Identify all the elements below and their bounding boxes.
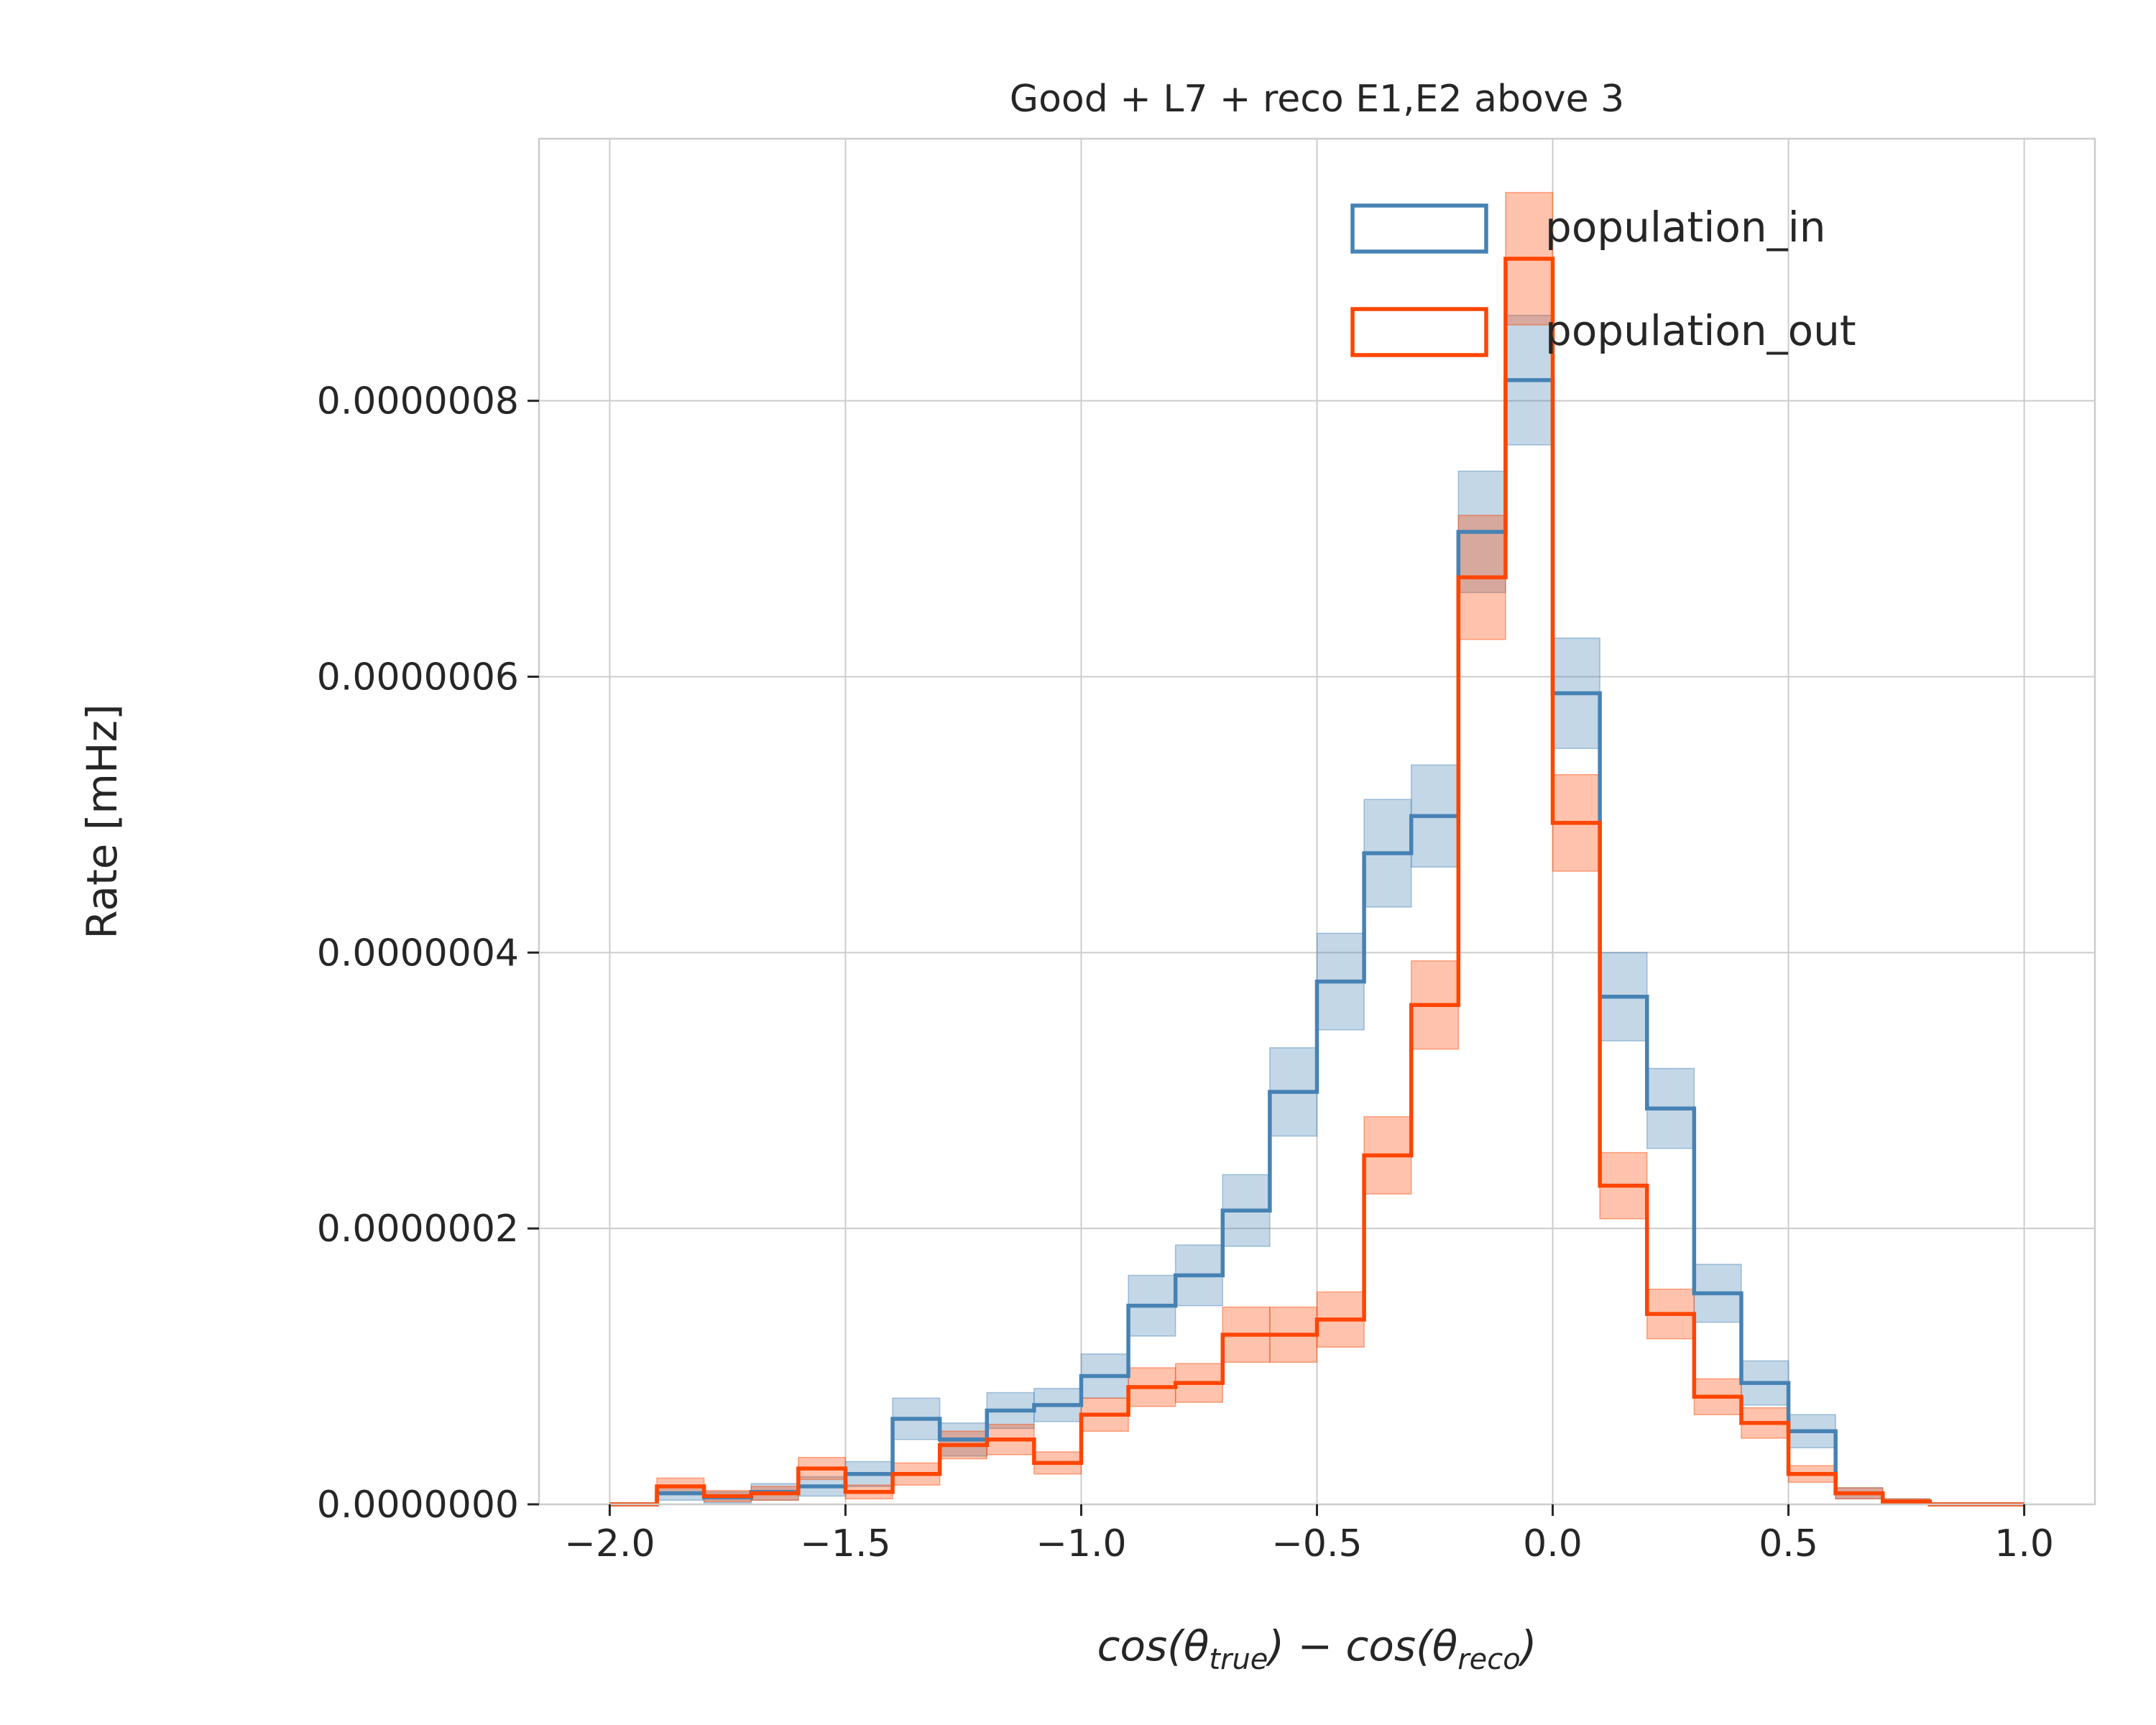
step-line-population_out bbox=[609, 257, 2024, 1506]
y-tick-label: 0.0000006 bbox=[317, 656, 519, 699]
x-tick-label: 0.0 bbox=[1523, 1522, 1583, 1565]
legend-label-population_out: population_out bbox=[1545, 306, 1856, 355]
legend-swatch-population_out bbox=[1350, 307, 1488, 357]
legend-swatch-population_in bbox=[1350, 203, 1488, 254]
x-tick-label: 1.0 bbox=[1994, 1522, 2054, 1565]
y-axis-label: Rate [mHz] bbox=[78, 704, 126, 939]
x-axis-label: cos(θtrue) − cos(θreco) bbox=[1097, 1622, 1537, 1676]
y-tick-label: 0.0000002 bbox=[317, 1208, 519, 1251]
x-axis-label-prefix: cos(θ bbox=[1097, 1622, 1210, 1670]
x-axis-label-suffix: ) bbox=[1518, 1622, 1537, 1670]
y-tick-label: 0.0000008 bbox=[317, 380, 519, 423]
x-axis-label-middle: ) − cos(θ bbox=[1265, 1622, 1457, 1670]
y-tick-label: 0.0000004 bbox=[317, 932, 519, 975]
step-lines bbox=[609, 257, 2024, 1506]
axis-ticks: −2.0 −1.5 −1.0 −0.5 0.0 0.5 1.0 0.0000000 0.0000… bbox=[317, 380, 2054, 1565]
x-tick-label: −2.0 bbox=[564, 1522, 655, 1565]
legend: population_in population_out bbox=[1350, 203, 1856, 357]
x-tick-label: −0.5 bbox=[1271, 1522, 1362, 1565]
y-tick-label: 0.0000000 bbox=[317, 1484, 519, 1527]
x-tick-label: −1.0 bbox=[1036, 1522, 1126, 1565]
chart-title: Good + L7 + reco E1,E2 above 3 bbox=[1010, 78, 1624, 121]
x-tick-label: −1.5 bbox=[800, 1522, 890, 1565]
x-tick-label: 0.5 bbox=[1759, 1522, 1818, 1565]
error-bands bbox=[656, 192, 1931, 1505]
x-axis-label-sub-true: true bbox=[1209, 1643, 1268, 1676]
legend-label-population_in: population_in bbox=[1545, 203, 1826, 252]
x-axis-label-sub-reco: reco bbox=[1457, 1643, 1521, 1676]
